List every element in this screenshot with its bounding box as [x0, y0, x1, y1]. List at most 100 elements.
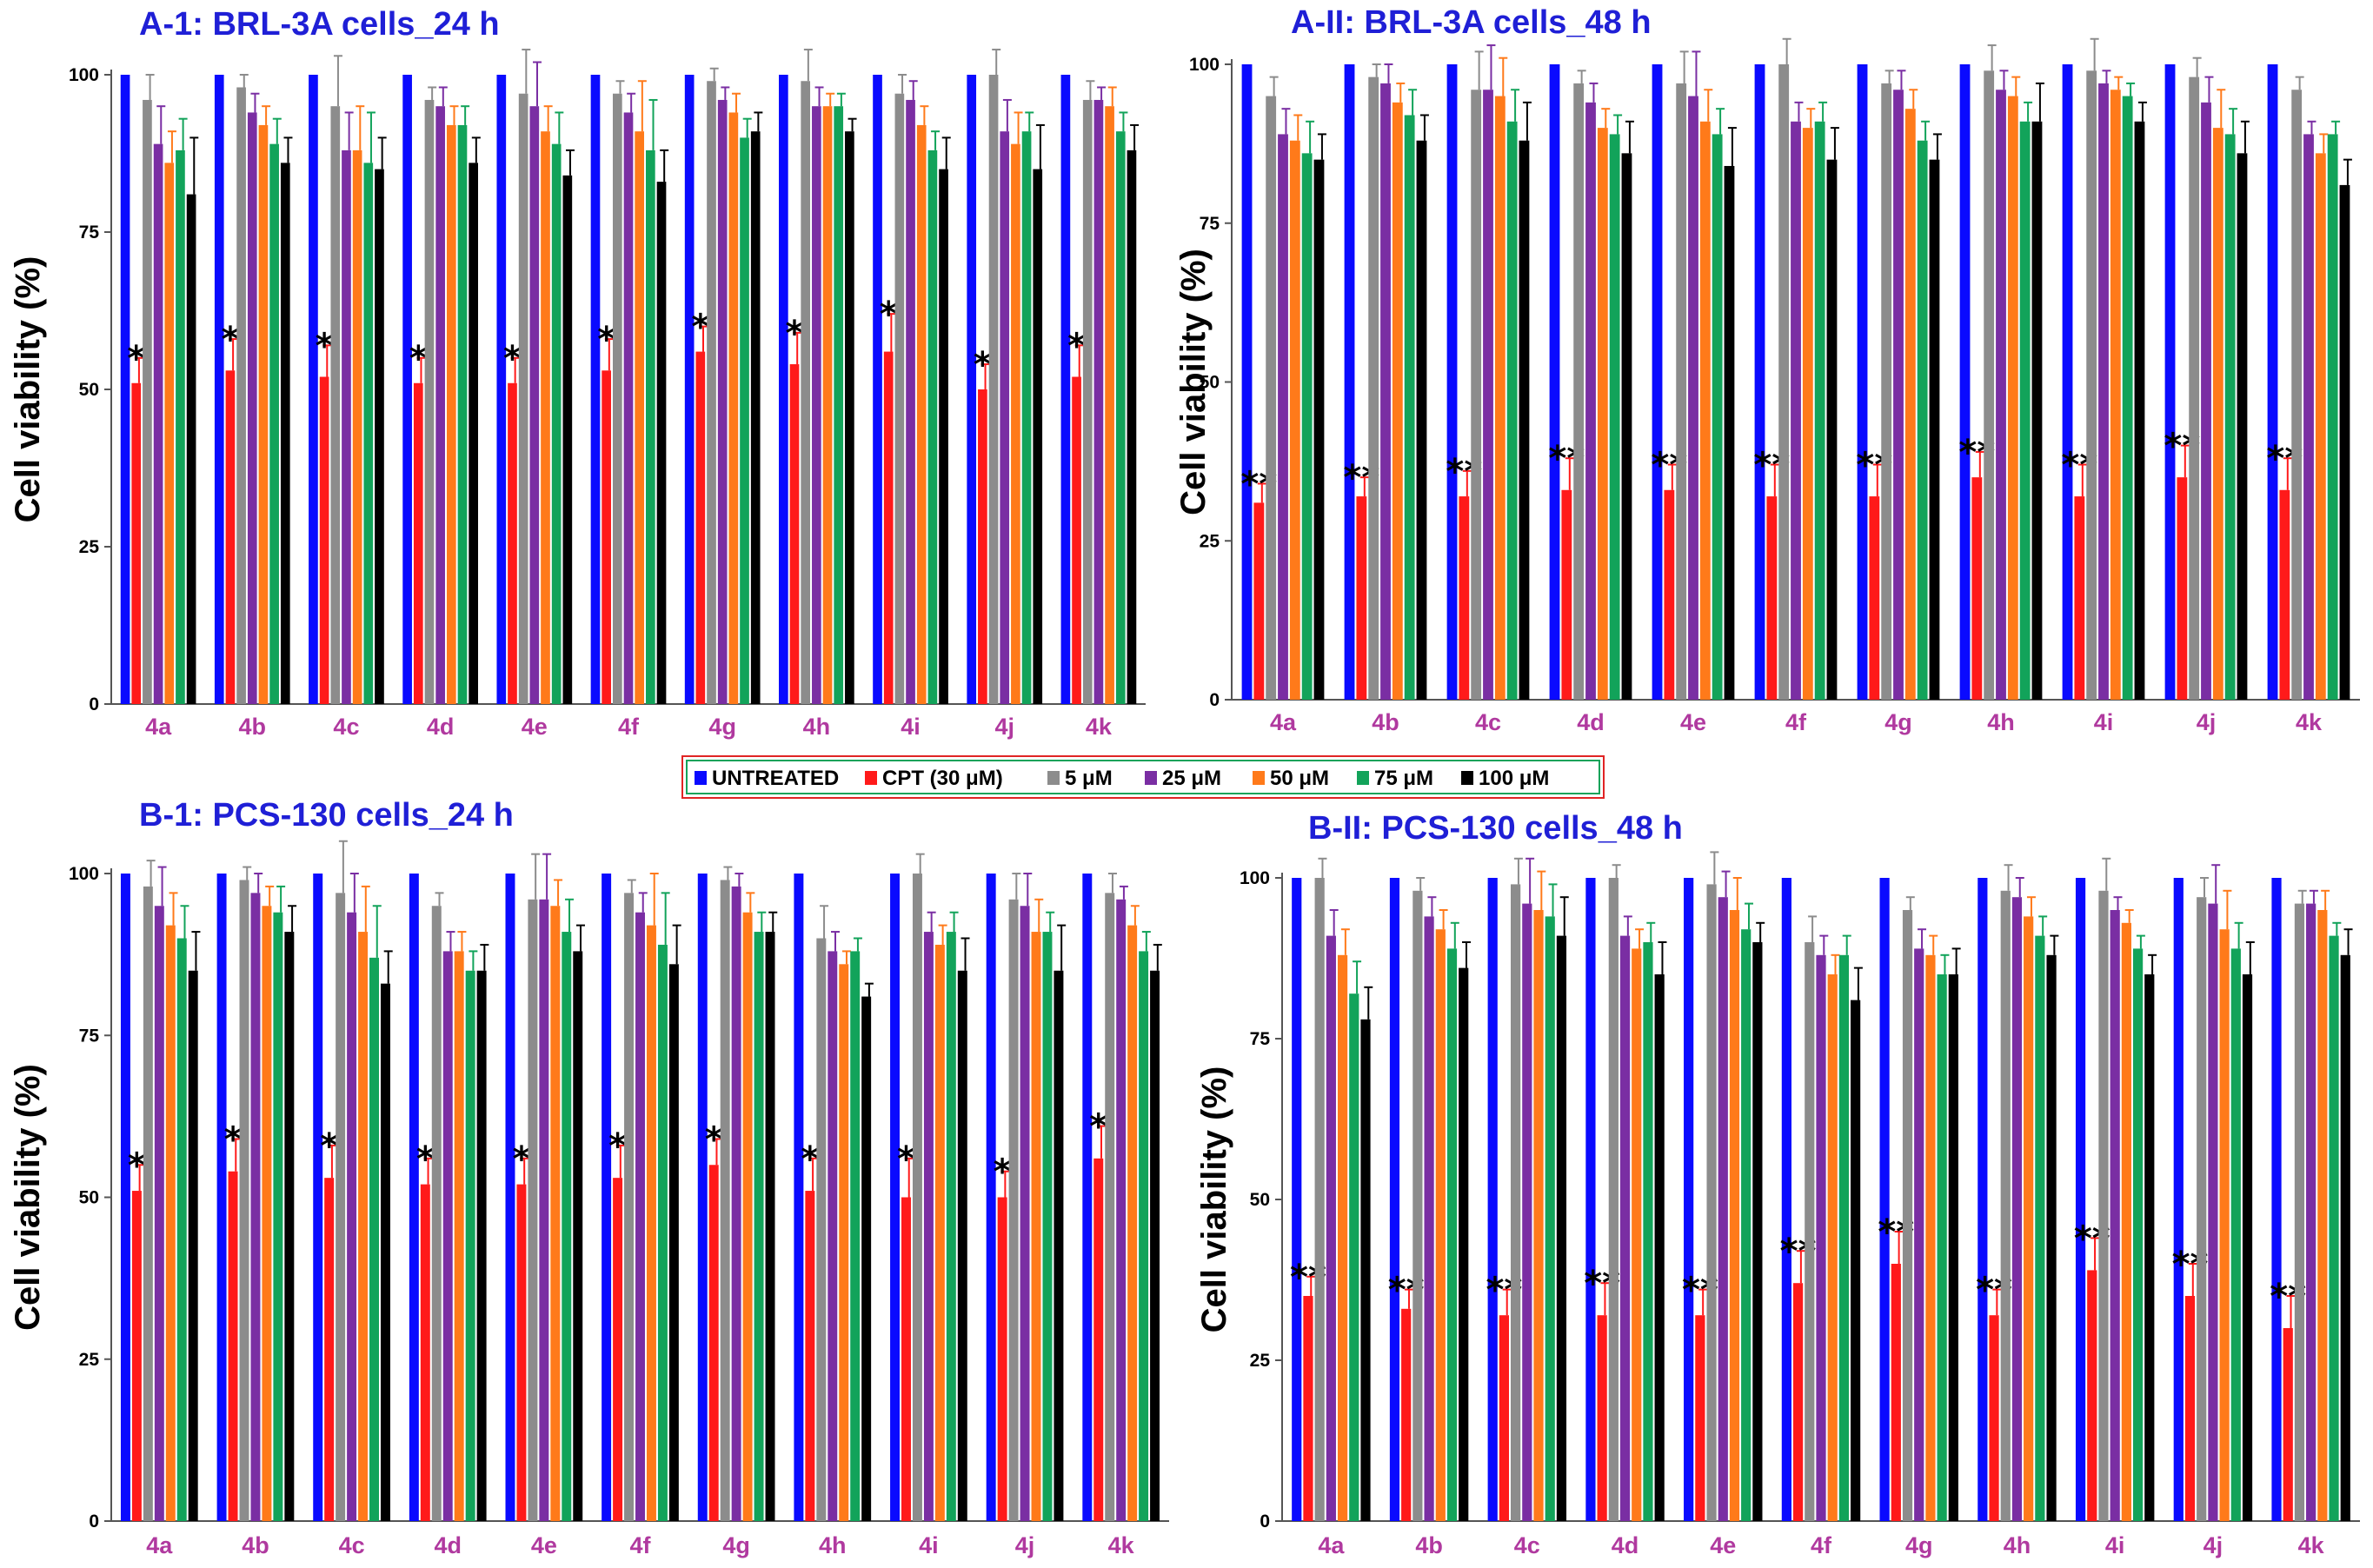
- bar-4a-0: [120, 874, 130, 1521]
- bar-4g-2: [1902, 910, 1913, 1521]
- x-tick-label: 4e: [522, 714, 548, 740]
- bar-4e-2: [1706, 884, 1717, 1521]
- bar-4i-0: [873, 75, 882, 704]
- significance-marker: *: [503, 339, 522, 379]
- x-tick-label: 4e: [531, 1532, 557, 1558]
- x-tick-label: 4i: [919, 1532, 939, 1558]
- bar-4h-2: [2000, 890, 2011, 1521]
- bar-4c-0: [313, 874, 323, 1521]
- x-tick-label: 4d: [434, 1532, 462, 1558]
- bar-4h-5: [2035, 935, 2045, 1521]
- bar-4c-6: [380, 983, 390, 1521]
- bar-4e-0: [1684, 878, 1694, 1521]
- bar-4a-0: [1292, 878, 1302, 1521]
- bar-4g-0: [1857, 64, 1868, 700]
- bar-4f-5: [1814, 121, 1825, 701]
- bar-4a-5: [1301, 153, 1313, 701]
- bar-4a-6: [1360, 1019, 1371, 1521]
- bar-4k-3: [1093, 99, 1104, 704]
- legend-swatch: [1047, 771, 1060, 785]
- x-tick-label: 4d: [1612, 1532, 1639, 1558]
- bar-4g-4: [742, 912, 753, 1521]
- bar-4h-0: [1978, 878, 1988, 1521]
- significance-marker: *: [608, 1126, 627, 1166]
- legend-swatch: [695, 771, 707, 785]
- bar-4j-1: [978, 389, 987, 704]
- bar-4a-6: [186, 194, 196, 704]
- bar-4j-6: [1033, 169, 1043, 705]
- significance-marker: *: [127, 339, 145, 379]
- bar-4k-6: [2340, 954, 2350, 1521]
- legend-label: CPT (30 μM): [882, 767, 1003, 790]
- legend-label: 75 μM: [1374, 767, 1433, 790]
- bar-4a-3: [1278, 134, 1288, 700]
- bar-4c-2: [330, 106, 341, 704]
- bar-4c-3: [1483, 90, 1493, 701]
- bar-4g-4: [728, 112, 739, 704]
- x-tick-label: 4h: [2004, 1532, 2031, 1558]
- bar-4k-3: [2303, 134, 2314, 700]
- bar-4d-4: [1632, 948, 1642, 1521]
- panel-b1-chart: B-1: PCS-130 cells_24 h Cell viability (%…: [9, 797, 1169, 1558]
- bar-4c-2: [1511, 884, 1521, 1521]
- bar-4c-4: [1533, 910, 1544, 1521]
- bar-4k-3: [2306, 903, 2316, 1521]
- bar-4c-6: [1519, 140, 1530, 701]
- bar-4j-0: [2164, 64, 2176, 700]
- y-tick-label: 50: [79, 1188, 99, 1208]
- bar-4c-0: [309, 75, 318, 704]
- bar-4f-1: [613, 1178, 623, 1521]
- bar-4b-0: [1344, 64, 1355, 700]
- bar-4c-4: [358, 932, 369, 1521]
- x-tick-label: 4h: [1987, 709, 2015, 735]
- bar-4b-3: [250, 893, 261, 1521]
- bar-4b-4: [1392, 102, 1403, 701]
- bar-4b-1: [228, 1171, 238, 1521]
- bar-4j-3: [1000, 131, 1010, 704]
- significance-marker: *: [597, 320, 615, 360]
- bar-4a-2: [143, 886, 153, 1521]
- bar-4e-1: [516, 1184, 527, 1521]
- bar-4e-1: [1695, 1315, 1705, 1521]
- bar-4d-5: [1609, 134, 1620, 700]
- bar-4b-6: [1459, 967, 1469, 1521]
- legend-swatch: [1461, 771, 1473, 785]
- y-tick-label: 25: [1200, 531, 1220, 551]
- bar-4g-1: [1891, 1264, 1901, 1521]
- bar-4c-6: [375, 169, 384, 705]
- bar-4c-5: [369, 957, 379, 1521]
- bar-4j-0: [2173, 878, 2184, 1521]
- significance-marker: *: [691, 308, 709, 348]
- legend-label: 25 μM: [1162, 767, 1221, 790]
- x-tick-label: 4j: [994, 714, 1014, 740]
- bar-4h-4: [2024, 916, 2034, 1521]
- bar-4j-2: [2189, 76, 2200, 701]
- bar-4a-1: [1253, 502, 1265, 700]
- bar-4k-4: [2317, 910, 2328, 1521]
- x-tick-label: 4c: [339, 1532, 365, 1558]
- x-tick-label: 4a: [146, 1532, 173, 1558]
- y-tick-label: 0: [1209, 690, 1220, 710]
- bar-4e-5: [562, 932, 572, 1521]
- bar-4j-2: [988, 75, 999, 704]
- bar-4a-6: [1313, 159, 1325, 700]
- bar-4k-5: [2327, 134, 2338, 700]
- bar-4g-1: [1869, 496, 1880, 700]
- bar-4b-2: [239, 880, 249, 1521]
- bar-4e-1: [1664, 489, 1675, 700]
- bar-4d-5: [457, 124, 468, 705]
- bar-4e-3: [529, 106, 540, 704]
- bar-4b-4: [258, 124, 269, 705]
- bar-4f-1: [602, 370, 611, 704]
- bar-4h-3: [2011, 897, 2023, 1521]
- bar-4c-2: [1471, 90, 1482, 701]
- bar-4e-3: [1688, 96, 1698, 701]
- x-tick-label: 4k: [1086, 714, 1113, 740]
- bar-4e-5: [1712, 134, 1723, 700]
- bar-4d-3: [1619, 935, 1631, 1521]
- bar-4h-3: [812, 106, 821, 704]
- bar-4j-3: [1020, 906, 1030, 1521]
- bar-4b-2: [236, 87, 246, 705]
- bar-4e-4: [1699, 121, 1711, 701]
- y-axis-label: Cell viability (%): [1174, 249, 1213, 515]
